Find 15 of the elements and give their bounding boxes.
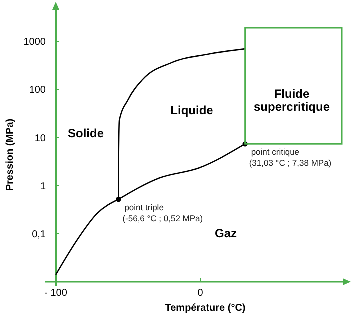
y-axis-title: Pression (MPa) bbox=[5, 118, 16, 192]
annotation: point triple (-56,6 °C ; 0,52 MPa) bbox=[122, 202, 204, 224]
x-tick-label: 0 bbox=[198, 288, 204, 299]
x-tick-label: - 100 bbox=[44, 288, 68, 299]
annotation: point critique (31,03 °C ; 7,38 MPa) bbox=[249, 147, 332, 168]
annotation: Solide bbox=[68, 126, 104, 140]
y-tick-label: 100 bbox=[29, 85, 46, 96]
annotation: Liquide bbox=[170, 104, 214, 118]
y-tick-label: 10 bbox=[34, 133, 46, 144]
annotation: Fluide supercritique bbox=[254, 87, 330, 114]
x-axis-title: Température (°C) bbox=[165, 303, 246, 314]
annotation: Gaz bbox=[214, 226, 238, 240]
y-tick-label: 1000 bbox=[24, 37, 46, 48]
y-tick-label: 1 bbox=[40, 181, 46, 192]
y-tick-label: 0,1 bbox=[32, 229, 46, 240]
